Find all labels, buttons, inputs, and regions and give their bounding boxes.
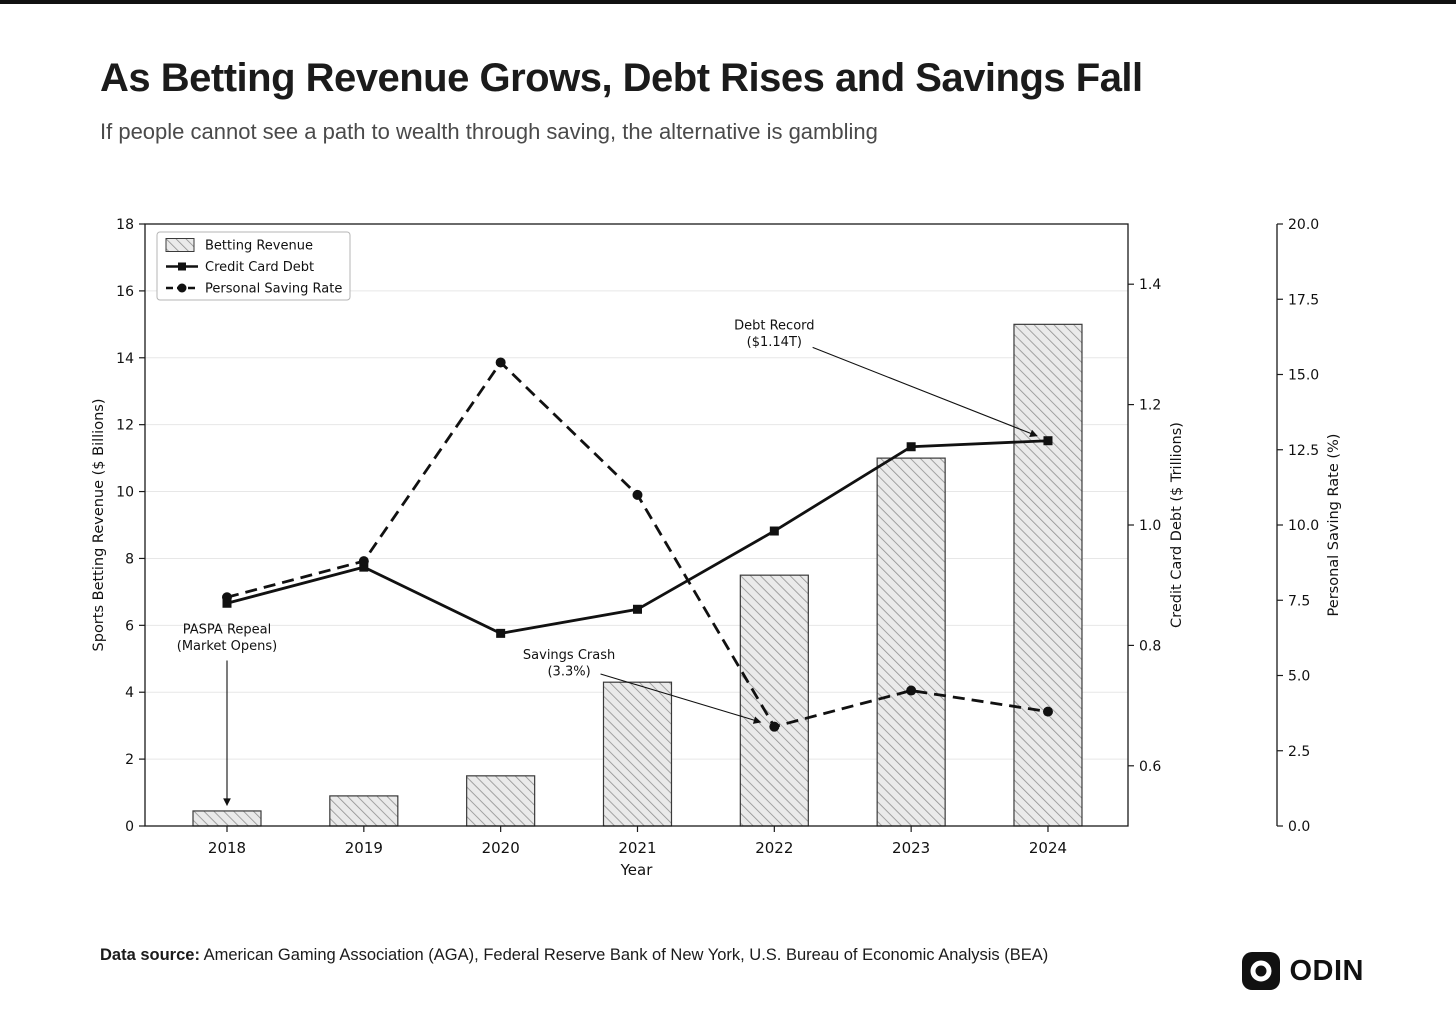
credit-card-debt-marker bbox=[359, 562, 369, 572]
personal-saving-rate-marker bbox=[769, 721, 780, 732]
personal-saving-rate-marker bbox=[906, 685, 917, 696]
svg-text:5.0: 5.0 bbox=[1288, 669, 1310, 685]
credit-card-debt-marker bbox=[906, 442, 916, 452]
annotation-paspa-repeal: PASPA Repeal(Market Opens) bbox=[177, 623, 277, 807]
far-right-axis-label: Personal Saving Rate (%) bbox=[1326, 434, 1342, 617]
svg-text:0: 0 bbox=[125, 819, 134, 835]
svg-text:1.0: 1.0 bbox=[1139, 518, 1161, 534]
svg-text:Debt Record: Debt Record bbox=[734, 318, 814, 333]
bar-2024 bbox=[1013, 323, 1083, 827]
x-axis-label: Year bbox=[620, 861, 654, 879]
betting-revenue-bars bbox=[192, 323, 1083, 827]
svg-text:Savings Crash: Savings Crash bbox=[523, 648, 615, 663]
data-source-label: Data source: bbox=[100, 946, 200, 964]
svg-text:4: 4 bbox=[125, 685, 134, 701]
svg-text:14: 14 bbox=[116, 351, 134, 367]
credit-card-debt-series bbox=[222, 436, 1053, 638]
data-source: Data source: American Gaming Association… bbox=[100, 946, 1048, 965]
svg-text:($1.14T): ($1.14T) bbox=[747, 335, 802, 350]
personal-saving-rate-marker bbox=[358, 556, 369, 567]
credit-card-debt-marker bbox=[1043, 436, 1053, 446]
svg-text:20.0: 20.0 bbox=[1288, 217, 1319, 233]
personal-saving-rate-marker bbox=[222, 592, 232, 603]
svg-text:2020: 2020 bbox=[482, 839, 520, 857]
svg-text:6: 6 bbox=[125, 618, 134, 634]
credit-card-debt-marker bbox=[632, 604, 642, 614]
personal-saving-rate-marker bbox=[632, 489, 643, 500]
bar-2018 bbox=[192, 810, 262, 827]
data-source-text: American Gaming Association (AGA), Feder… bbox=[199, 946, 1049, 964]
svg-text:2023: 2023 bbox=[892, 839, 930, 857]
annotation-savings-crash: Savings Crash(3.3%) bbox=[523, 648, 762, 724]
svg-text:0.0: 0.0 bbox=[1288, 819, 1310, 835]
svg-text:2021: 2021 bbox=[618, 839, 656, 857]
legend: Betting Revenue Credit Card Debt Personal … bbox=[156, 231, 351, 301]
svg-text:2019: 2019 bbox=[345, 839, 383, 857]
page-title: As Betting Revenue Grows, Debt Rises and… bbox=[100, 56, 1143, 100]
svg-text:2: 2 bbox=[125, 752, 134, 768]
svg-text:Credit Card Debt: Credit Card Debt bbox=[205, 260, 314, 275]
right-axis-label: Credit Card Debt ($ Trillions) bbox=[1169, 422, 1185, 628]
svg-text:2022: 2022 bbox=[755, 839, 793, 857]
annotation-debt-record: Debt Record ($1.14T) bbox=[734, 318, 1038, 437]
bar-2019 bbox=[329, 795, 399, 827]
svg-text:16: 16 bbox=[116, 284, 134, 300]
svg-text:0.8: 0.8 bbox=[1139, 638, 1161, 654]
credit-card-debt-marker bbox=[769, 526, 779, 536]
personal-saving-rate-marker bbox=[495, 357, 506, 368]
svg-text:0.6: 0.6 bbox=[1139, 759, 1161, 775]
svg-text:2.5: 2.5 bbox=[1288, 744, 1310, 760]
svg-text:PASPA Repeal: PASPA Repeal bbox=[183, 623, 271, 638]
bar-2022 bbox=[739, 574, 809, 827]
page-subtitle: If people cannot see a path to wealth th… bbox=[100, 119, 878, 144]
svg-text:2018: 2018 bbox=[208, 839, 246, 857]
svg-text:18: 18 bbox=[116, 217, 134, 233]
svg-text:7.5: 7.5 bbox=[1288, 593, 1310, 609]
bar-2023 bbox=[876, 457, 946, 827]
svg-text:15.0: 15.0 bbox=[1288, 368, 1319, 384]
svg-text:Betting Revenue: Betting Revenue bbox=[205, 239, 313, 254]
svg-text:12: 12 bbox=[116, 418, 134, 434]
left-axis-label: Sports Betting Revenue ($ Billions) bbox=[91, 399, 107, 652]
credit-card-debt-marker bbox=[496, 628, 506, 638]
svg-text:10.0: 10.0 bbox=[1288, 518, 1319, 534]
svg-text:10: 10 bbox=[116, 485, 134, 501]
svg-text:(Market Opens): (Market Opens) bbox=[177, 639, 277, 654]
axes: 0 2 4 6 8 10 12 14 16 18 0.6 0.8 1.0 1.2 1.4 0.0 2.5 5.0 7… bbox=[91, 217, 1342, 879]
odin-logo-icon bbox=[1241, 952, 1280, 990]
svg-text:2024: 2024 bbox=[1029, 839, 1067, 857]
brand-lockup: ODIN bbox=[1241, 952, 1365, 990]
bar-2021 bbox=[602, 681, 673, 827]
svg-text:8: 8 bbox=[125, 551, 134, 567]
bar-2020 bbox=[466, 775, 536, 827]
svg-text:Personal Saving Rate: Personal Saving Rate bbox=[205, 282, 342, 297]
personal-saving-rate-marker bbox=[1042, 706, 1053, 717]
svg-text:12.5: 12.5 bbox=[1288, 443, 1319, 459]
legend-item-credit-card-debt: Credit Card Debt bbox=[166, 260, 314, 275]
svg-text:(3.3%): (3.3%) bbox=[547, 664, 590, 679]
legend-item-betting-revenue: Betting Revenue bbox=[165, 238, 313, 254]
credit-card-debt-marker bbox=[222, 598, 232, 608]
svg-text:17.5: 17.5 bbox=[1288, 292, 1319, 308]
legend-item-personal-saving-rate: Personal Saving Rate bbox=[166, 282, 342, 297]
svg-text:1.4: 1.4 bbox=[1139, 277, 1161, 293]
svg-text:1.2: 1.2 bbox=[1139, 398, 1161, 414]
chart-canvas: 0 2 4 6 8 10 12 14 16 18 0.6 0.8 1.0 1.2 1.4 0.0 2.5 5.0 7… bbox=[91, 217, 1342, 879]
personal-saving-rate-series bbox=[222, 357, 1053, 732]
brand-name: ODIN bbox=[1289, 954, 1364, 987]
